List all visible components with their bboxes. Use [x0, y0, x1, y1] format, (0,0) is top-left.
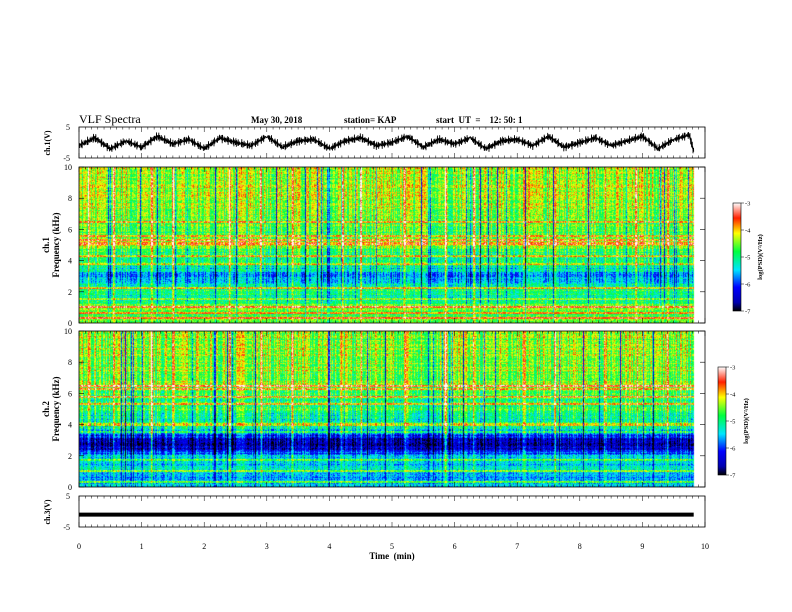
waveform-line-ch1 — [79, 131, 695, 154]
spectrogram-panel-ch1: 0 2 4 6 8 10 ch.1 Frequency (kHz) — [41, 163, 706, 328]
colorbar-tick-label: -4 — [745, 228, 751, 235]
figure-title: VLF Spectra — [79, 112, 141, 126]
ch1-ylabel: ch.1(V) — [43, 130, 52, 155]
frequency-tick-label: 6 — [68, 389, 72, 398]
ch1-ytick-bottom: -5 — [63, 154, 70, 163]
x-tick-label: 8 — [578, 542, 582, 551]
start-time-label: start UT = 12: 50: 1 — [436, 115, 523, 125]
colorbar-tick-label: -3 — [745, 201, 750, 208]
frequency-tick-label: 10 — [64, 163, 72, 172]
frequency-tick-label: 2 — [68, 288, 72, 297]
frequency-tick-label: 2 — [68, 452, 72, 461]
station-label: station= KAP — [344, 115, 397, 125]
frequency-tick-label: 8 — [68, 194, 72, 203]
spectrogram-panel-ch2: 0 2 4 6 8 10 ch.2 Frequency (kHz) — [41, 327, 706, 492]
colorbar-tick-label: -5 — [745, 255, 750, 262]
x-tick-label: 4 — [327, 542, 331, 551]
x-axis-tick-labels: 0 1 2 3 4 5 6 7 8 9 10 — [77, 542, 709, 551]
ch3-ytick-bottom: -5 — [63, 523, 70, 532]
colorbar-ch2: -3 -4 -5 -6 -7 log(PSD)(V²/Hz) — [717, 365, 750, 480]
spectrogram-ch2-ylabel-a: ch.2 — [41, 401, 51, 417]
waveform-panel-ch1: 5 -5 ch.1(V) — [43, 123, 706, 163]
frequency-tick-label: 6 — [68, 225, 72, 234]
colorbar-tick-label: -3 — [730, 365, 735, 372]
spectrogram-ch2-ylabel-b: Frequency (kHz) — [51, 376, 61, 441]
colorbar-tick-label: -6 — [730, 446, 736, 453]
x-tick-label: 5 — [390, 542, 394, 551]
frequency-tick-label: 10 — [64, 327, 72, 336]
x-tick-label: 10 — [701, 542, 709, 551]
frequency-tick-label: 4 — [68, 257, 72, 266]
x-tick-label: 6 — [453, 542, 457, 551]
colorbar-tick-label: -4 — [730, 392, 736, 399]
waveform-panel-ch3: 5 -5 ch.3(V) — [43, 492, 706, 532]
colorbar-tick-label: -7 — [745, 309, 751, 316]
x-axis-label: Time (min) — [369, 551, 414, 561]
colorbar-ch1-label: log(PSD)(V²/Hz) — [757, 234, 764, 280]
x-tick-label: 1 — [140, 542, 144, 551]
frequency-tick-label: 4 — [68, 421, 72, 430]
x-tick-label: 2 — [202, 542, 206, 551]
ch3-ytick-top: 5 — [66, 492, 70, 501]
spectrogram-ch1-ylabel-a: ch.1 — [41, 237, 51, 253]
colorbar-ch2-label: log(PSD)(V²/Hz) — [743, 398, 750, 444]
spectrogram-image-ch1 — [79, 167, 705, 323]
colorbar-tick-label: -5 — [730, 419, 735, 426]
spectrogram-image-ch2 — [79, 331, 705, 487]
colorbar-tick-label: -6 — [745, 282, 751, 289]
frequency-tick-label: 0 — [68, 319, 72, 328]
frequency-tick-label: 8 — [68, 358, 72, 367]
ch3-ylabel: ch.3(V) — [43, 499, 52, 524]
frequency-tick-label: 0 — [68, 483, 72, 492]
colorbar-ch1: -3 -4 -5 -6 -7 log(PSD)(V²/Hz) — [732, 201, 764, 316]
colorbar-tick-label: -7 — [730, 473, 736, 480]
spectrogram-ch1-ylabel-b: Frequency (kHz) — [51, 212, 61, 277]
x-tick-label: 9 — [640, 542, 644, 551]
x-tick-label: 3 — [265, 542, 269, 551]
ch1-ytick-top: 5 — [66, 123, 70, 132]
x-tick-label: 0 — [77, 542, 81, 551]
date-label: May 30, 2018 — [251, 115, 303, 125]
x-tick-label: 7 — [515, 542, 519, 551]
